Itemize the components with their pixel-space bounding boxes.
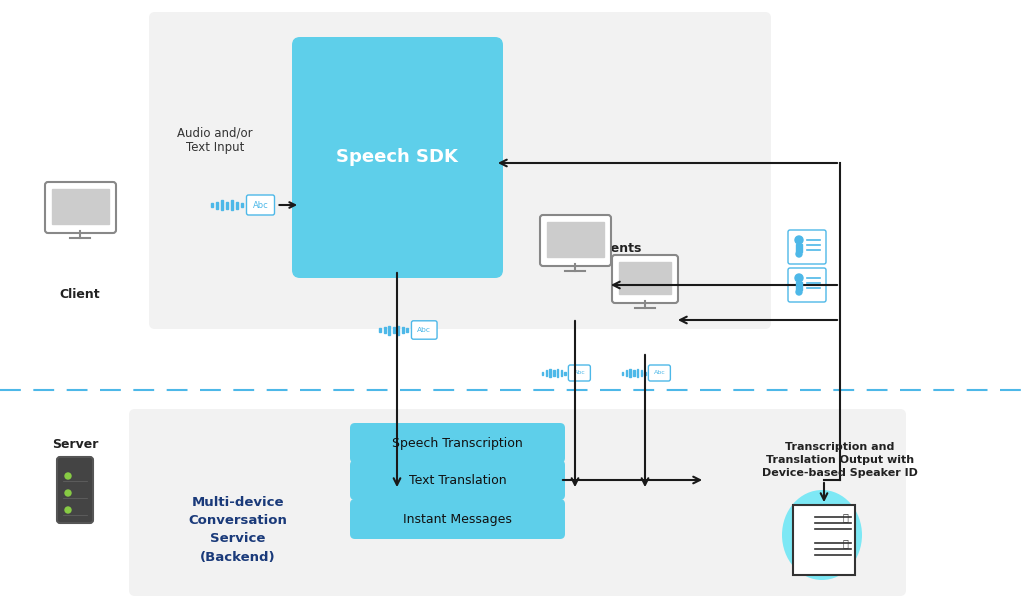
FancyBboxPatch shape [350,423,565,463]
Bar [796,244,802,252]
Bar [384,327,386,333]
Bar [226,201,228,209]
FancyBboxPatch shape [149,12,771,329]
FancyBboxPatch shape [292,37,503,278]
Bar [796,282,802,290]
Ellipse shape [781,490,862,580]
Bar [221,200,223,210]
Bar [619,262,671,294]
Text: 字: 字 [842,512,847,522]
Bar [800,523,810,535]
Text: Abc: Abc [253,201,268,209]
Bar [52,189,109,224]
Bar [402,327,403,333]
FancyBboxPatch shape [612,255,678,303]
Bar [633,370,635,376]
Circle shape [65,473,71,479]
Text: Abc: Abc [573,370,586,376]
Circle shape [795,236,803,244]
Text: Text Translation: Text Translation [408,473,506,487]
FancyBboxPatch shape [788,230,826,264]
Bar [557,369,559,377]
Bar [215,201,218,209]
Bar [545,370,547,376]
Bar [561,370,562,376]
Bar [629,369,631,377]
Bar [389,326,390,335]
Circle shape [796,289,802,295]
Text: Abc: Abc [654,370,665,376]
Bar [210,203,212,207]
Text: Audio and/or
Text Input: Audio and/or Text Input [177,126,253,154]
Bar [640,370,642,376]
FancyBboxPatch shape [45,182,117,233]
Circle shape [795,274,803,282]
Bar [550,369,551,377]
Bar [553,370,555,376]
FancyBboxPatch shape [411,321,437,339]
FancyBboxPatch shape [648,365,670,381]
Bar [622,371,624,374]
Circle shape [65,507,71,513]
Circle shape [796,251,802,257]
Bar [542,371,543,374]
Bar [564,371,566,374]
FancyBboxPatch shape [129,409,906,596]
Bar [235,201,237,209]
Bar [393,327,395,333]
FancyBboxPatch shape [788,268,826,302]
Bar [379,328,381,332]
FancyBboxPatch shape [540,215,611,266]
Text: Abc: Abc [418,327,431,333]
Text: Instant Messages: Instant Messages [403,513,512,525]
Bar [637,369,638,377]
Bar [547,222,604,257]
Bar [231,200,233,210]
FancyBboxPatch shape [568,365,591,381]
Text: Transcription and
Translation Output with
Device-based Speaker ID: Transcription and Translation Output wit… [762,442,918,478]
Text: Speech Transcription: Speech Transcription [392,437,523,449]
Bar [397,326,399,335]
Text: 字: 字 [842,538,847,548]
Bar [801,547,809,557]
Bar [644,371,645,374]
FancyBboxPatch shape [350,499,565,539]
FancyBboxPatch shape [350,460,565,500]
Text: Other Clients: Other Clients [548,241,641,254]
FancyBboxPatch shape [57,457,93,523]
Circle shape [65,490,71,496]
Text: Speech SDK: Speech SDK [336,148,458,166]
Bar [626,370,627,376]
Text: Multi-device
Conversation
Service
(Backend): Multi-device Conversation Service (Backe… [189,496,288,563]
Bar [240,203,242,207]
Bar [793,505,855,575]
Text: Client: Client [60,288,100,302]
Text: Server: Server [52,438,98,452]
FancyBboxPatch shape [246,195,274,215]
Bar [406,328,408,332]
